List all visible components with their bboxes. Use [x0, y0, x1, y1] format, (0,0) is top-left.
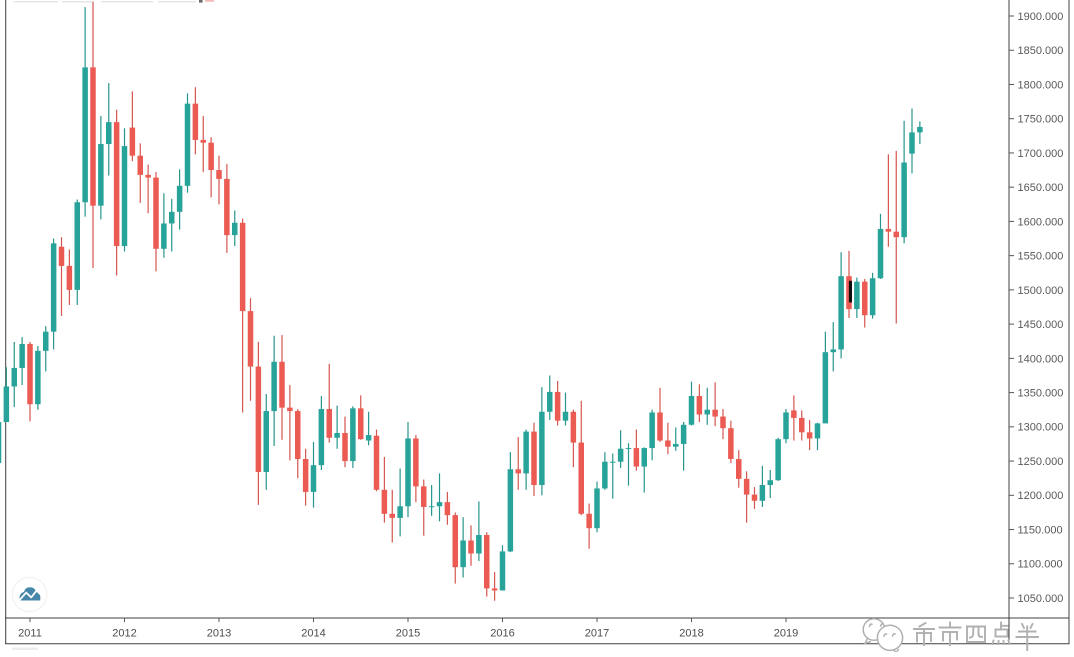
svg-text:2013: 2013 — [207, 628, 231, 640]
svg-text:1400.000: 1400.000 — [1018, 353, 1064, 365]
svg-text:1700.000: 1700.000 — [1018, 148, 1064, 160]
svg-text:1750.000: 1750.000 — [1018, 114, 1064, 126]
svg-text:2015: 2015 — [396, 628, 420, 640]
svg-text:1350.000: 1350.000 — [1018, 387, 1064, 399]
svg-text:1650.000: 1650.000 — [1018, 182, 1064, 194]
svg-text:2014: 2014 — [301, 628, 325, 640]
svg-text:1850.000: 1850.000 — [1018, 45, 1064, 57]
svg-text:2017: 2017 — [585, 628, 609, 640]
svg-text:1900.000: 1900.000 — [1018, 11, 1064, 23]
svg-text:1300.000: 1300.000 — [1018, 422, 1064, 434]
svg-text:1450.000: 1450.000 — [1018, 319, 1064, 331]
svg-text:2011: 2011 — [18, 628, 42, 640]
svg-text:2018: 2018 — [679, 628, 703, 640]
svg-text:2019: 2019 — [774, 628, 798, 640]
svg-text:1550.000: 1550.000 — [1018, 251, 1064, 263]
svg-text:2016: 2016 — [490, 628, 514, 640]
svg-text:1800.000: 1800.000 — [1018, 79, 1064, 91]
svg-text:1250.000: 1250.000 — [1018, 456, 1064, 468]
svg-text:1200.000: 1200.000 — [1018, 490, 1064, 502]
svg-text:1050.000: 1050.000 — [1018, 593, 1064, 605]
svg-text:1150.000: 1150.000 — [1018, 524, 1063, 536]
svg-text:1600.000: 1600.000 — [1018, 216, 1064, 228]
svg-text:1500.000: 1500.000 — [1018, 285, 1064, 297]
svg-text:2012: 2012 — [112, 628, 136, 640]
svg-text:1100.000: 1100.000 — [1018, 559, 1063, 571]
